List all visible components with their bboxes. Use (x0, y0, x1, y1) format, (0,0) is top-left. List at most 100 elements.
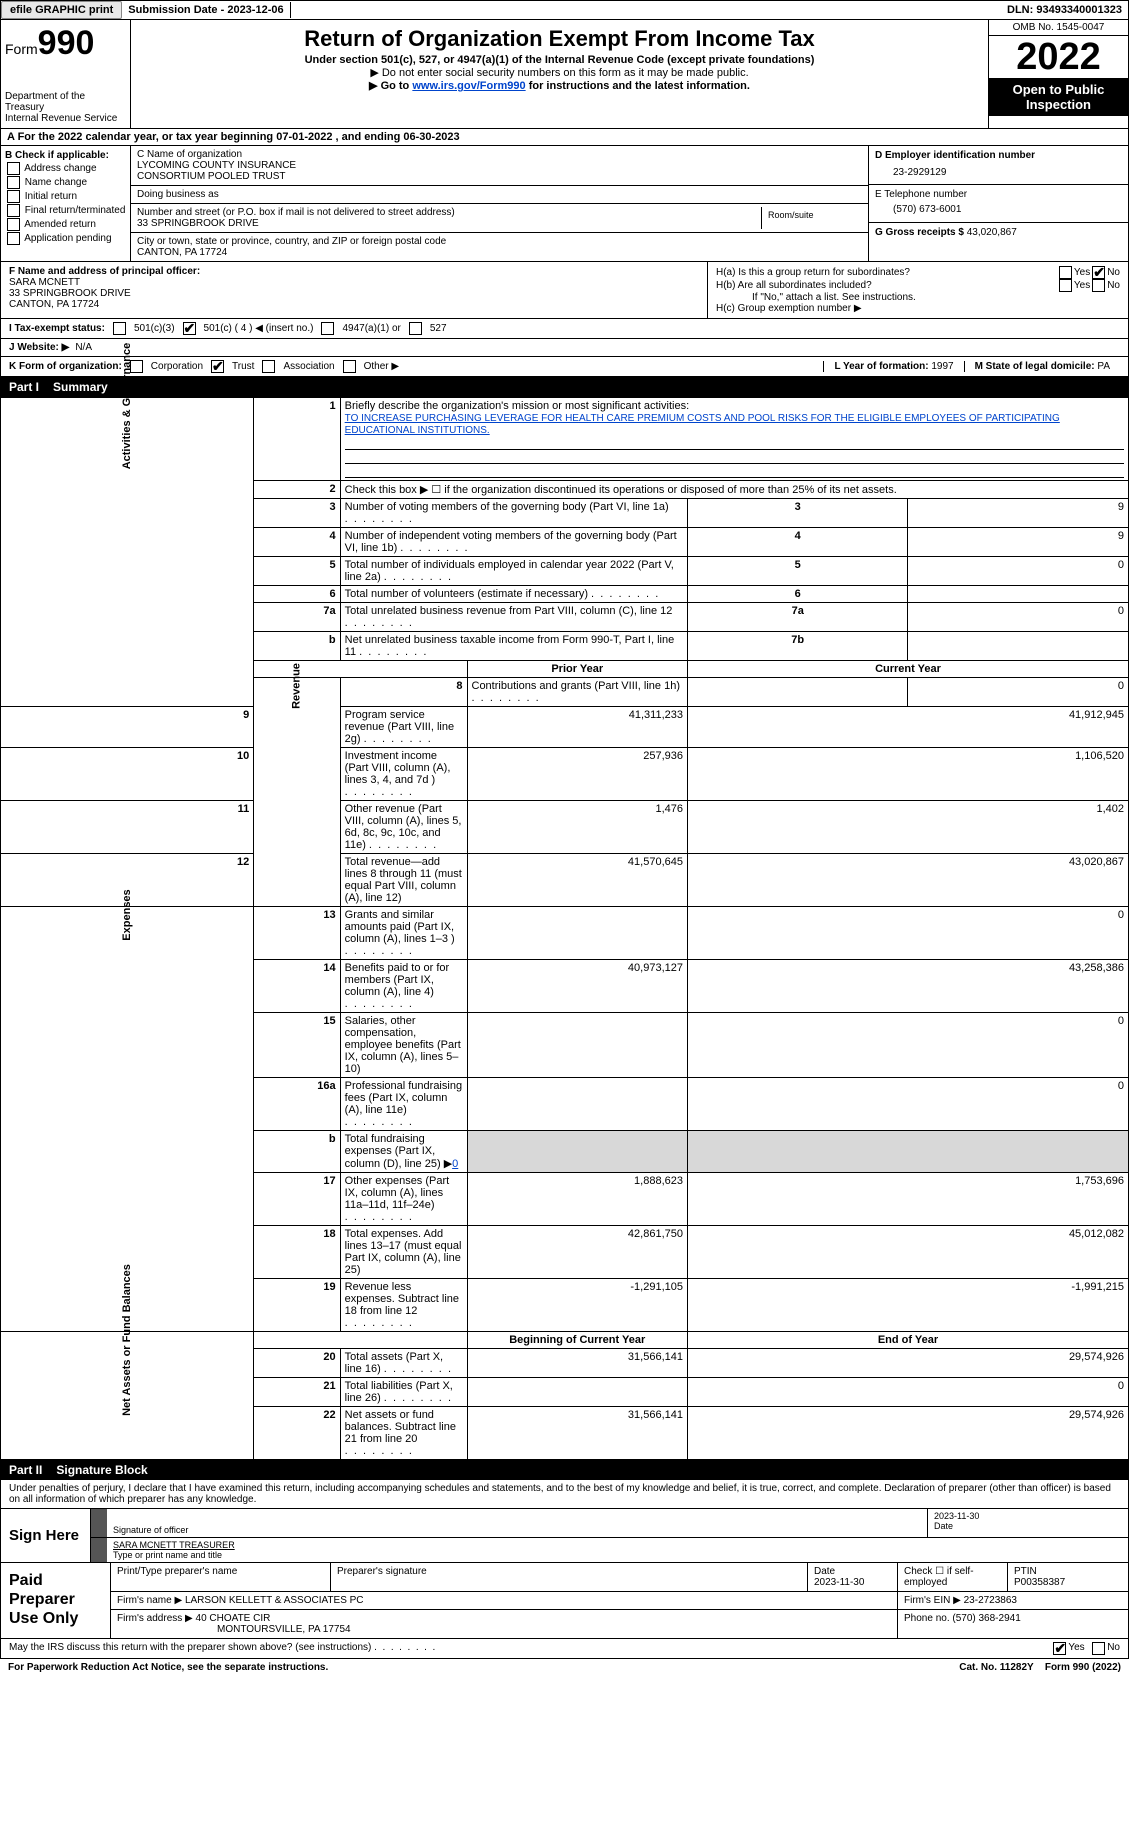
l22: Net assets or fund balances. Subtract li… (340, 1407, 467, 1460)
l5v: 0 (908, 557, 1129, 586)
firm-addr2: MONTOURSVILLE, PA 17754 (117, 1624, 351, 1635)
open-to-public: Open to Public Inspection (989, 78, 1128, 116)
part1-header: Part I Summary (0, 377, 1129, 397)
hb-note: If "No," attach a list. See instructions… (716, 292, 1120, 303)
chk-address[interactable]: Address change (5, 162, 126, 175)
sig-name: SARA MCNETT TREASURER (113, 1540, 1122, 1550)
l17: Other expenses (Part IX, column (A), lin… (340, 1173, 467, 1226)
form-header: Form990 Department of the Treasury Inter… (0, 20, 1129, 129)
ha-yes[interactable] (1059, 266, 1072, 279)
chk-trust[interactable] (211, 360, 224, 373)
chk-initial[interactable]: Initial return (5, 190, 126, 203)
footer: For Paperwork Reduction Act Notice, see … (0, 1659, 1129, 1676)
sig-date: 2023-11-30 (934, 1511, 1122, 1521)
l16b: Total fundraising expenses (Part IX, col… (340, 1131, 467, 1173)
block-f: F Name and address of principal officer:… (1, 262, 708, 318)
arrow-icon (91, 1538, 107, 1562)
chk-final[interactable]: Final return/terminated (5, 204, 126, 217)
chk-other[interactable] (343, 360, 356, 373)
irs-link[interactable]: www.irs.gov/Form990 (412, 80, 525, 92)
row-i: I Tax-exempt status: 501(c)(3) 501(c) ( … (0, 319, 1129, 339)
mission-text: TO INCREASE PURCHASING LEVERAGE FOR HEAL… (345, 413, 1060, 436)
check-b: B Check if applicable: Address change Na… (1, 146, 131, 261)
l19: Revenue less expenses. Subtract line 18 … (340, 1279, 467, 1332)
l10: Investment income (Part VIII, column (A)… (340, 748, 467, 801)
officer-name: SARA MCNETT (9, 277, 80, 288)
city-label: City or town, state or province, country… (137, 236, 862, 247)
ha-label: H(a) Is this a group return for subordin… (716, 267, 1057, 278)
header-sub2: ▶ Do not enter social security numbers o… (139, 66, 980, 79)
paid-preparer-label: Paid Preparer Use Only (1, 1563, 111, 1638)
l13: Grants and similar amounts paid (Part IX… (340, 907, 467, 960)
firm-addr1: 40 CHOATE CIR (196, 1613, 271, 1624)
header-sub3: ▶ Go to www.irs.gov/Form990 for instruct… (139, 79, 980, 92)
ha-no[interactable] (1092, 266, 1105, 279)
prep-sig-label: Preparer's signature (331, 1563, 808, 1591)
discuss-yes[interactable] (1053, 1642, 1066, 1655)
chk-527[interactable] (409, 322, 422, 335)
l20: Total assets (Part X, line 16) (340, 1349, 467, 1378)
street-value: 33 SPRINGBROOK DRIVE (137, 218, 761, 229)
row-k: K Form of organization: Corporation Trus… (0, 357, 1129, 377)
end-hdr: End of Year (687, 1332, 1128, 1349)
l7a: Total unrelated business revenue from Pa… (340, 603, 687, 632)
entity-block: B Check if applicable: Address change Na… (0, 146, 1129, 262)
l6: Total number of volunteers (estimate if … (340, 586, 687, 603)
year-formation: 1997 (931, 361, 953, 372)
block-deg: D Employer identification number 23-2929… (868, 146, 1128, 261)
summary-table: Activities & Governance 1 Briefly descri… (0, 397, 1129, 1460)
block-h: H(a) Is this a group return for subordin… (708, 262, 1128, 318)
block-c: C Name of organization LYCOMING COUNTY I… (131, 146, 868, 261)
officer-street: 33 SPRINGBROOK DRIVE (9, 288, 131, 299)
topbar: efile GRAPHIC print Submission Date - 20… (0, 0, 1129, 20)
chk-amended[interactable]: Amended return (5, 218, 126, 231)
paid-preparer-block: Paid Preparer Use Only Print/Type prepar… (0, 1563, 1129, 1639)
l14: Benefits paid to or for members (Part IX… (340, 960, 467, 1013)
room-label: Room/suite (762, 207, 862, 229)
chk-4947[interactable] (321, 322, 334, 335)
arrow-icon (91, 1509, 107, 1537)
tax-year: 2022 (989, 36, 1128, 78)
cat-no: Cat. No. 11282Y (959, 1662, 1033, 1673)
chk-501c[interactable] (183, 322, 196, 335)
l4: Number of independent voting members of … (340, 528, 687, 557)
dln: DLN: 93493340001323 (1001, 2, 1128, 18)
form-990-label: Form990 (5, 24, 126, 63)
prior-hdr: Prior Year (467, 661, 687, 678)
header-right: OMB No. 1545-0047 2022 Open to Public In… (988, 20, 1128, 128)
chk-name[interactable]: Name change (5, 176, 126, 189)
dept-treasury: Department of the Treasury Internal Reve… (5, 91, 126, 124)
side-revenue: Revenue (254, 678, 340, 907)
l18: Total expenses. Add lines 13–17 (must eq… (340, 1226, 467, 1279)
l3: Number of voting members of the governin… (340, 499, 687, 528)
chk-assoc[interactable] (262, 360, 275, 373)
l1-label: Briefly describe the organization's miss… (345, 400, 689, 412)
gross-label: G Gross receipts $ (875, 227, 967, 238)
l3v: 9 (908, 499, 1129, 528)
omb-number: OMB No. 1545-0047 (989, 20, 1128, 36)
begin-hdr: Beginning of Current Year (467, 1332, 687, 1349)
efile-print-button[interactable]: efile GRAPHIC print (1, 1, 122, 19)
phone-label: E Telephone number (875, 189, 1122, 200)
ptin: P00358387 (1014, 1577, 1065, 1588)
l16b-link[interactable]: 0 (452, 1158, 458, 1170)
l7b: Net unrelated business taxable income fr… (340, 632, 687, 661)
phone-value: (570) 673-6001 (875, 200, 1122, 215)
discuss-no[interactable] (1092, 1642, 1105, 1655)
firm-ein: 23-2723863 (964, 1595, 1017, 1606)
hb-no[interactable] (1092, 279, 1105, 292)
firm-name: LARSON KELLETT & ASSOCIATES PC (185, 1595, 364, 1606)
org-name-label: C Name of organization (137, 149, 862, 160)
sig-officer-label: Signature of officer (107, 1509, 928, 1537)
side-activities: Activities & Governance (1, 398, 254, 707)
header-left: Form990 Department of the Treasury Inter… (1, 20, 131, 128)
l4v: 9 (908, 528, 1129, 557)
prep-date: 2023-11-30 (814, 1577, 864, 1588)
hb-yes[interactable] (1059, 279, 1072, 292)
l11: Other revenue (Part VIII, column (A), li… (340, 801, 467, 854)
sign-here-label: Sign Here (1, 1509, 91, 1562)
l12: Total revenue—add lines 8 through 11 (mu… (340, 854, 467, 907)
l7av: 0 (908, 603, 1129, 632)
l6v (908, 586, 1129, 603)
chk-application[interactable]: Application pending (5, 232, 126, 245)
